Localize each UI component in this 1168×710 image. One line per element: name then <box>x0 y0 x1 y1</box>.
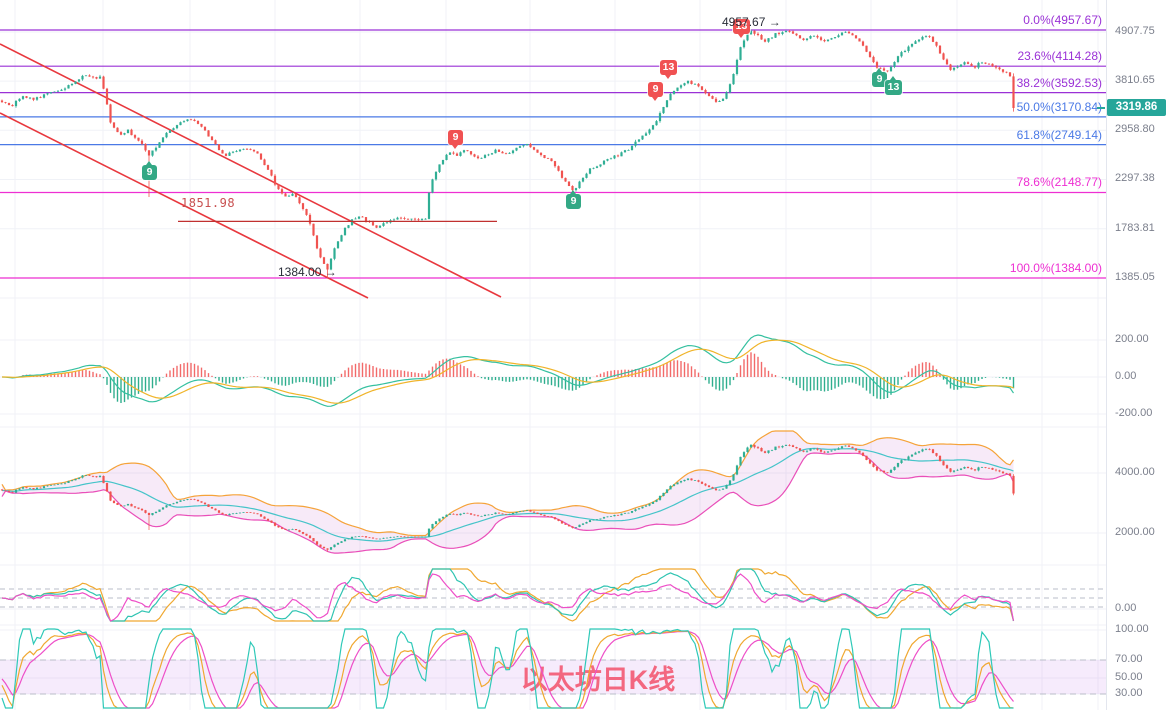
indicator-axis-tick: 70.00 <box>1115 653 1143 665</box>
current-price-badge: 3319.86 <box>1107 99 1166 116</box>
indicator-axis-tick: 100.00 <box>1115 623 1149 635</box>
price-axis-tick: 2297.38 <box>1115 172 1155 184</box>
symbol-watermark: 以太坊日K线 <box>521 665 676 695</box>
indicator-axis-tick: 0.00 <box>1115 602 1137 614</box>
price-axis-tick: 2958.80 <box>1115 123 1155 135</box>
indicator-axis-tick: 2000.00 <box>1115 526 1155 538</box>
price-axis-tick: 4907.75 <box>1115 25 1155 37</box>
price-axis[interactable]: 4907.75 3810.65 2958.80 2297.38 1783.81 1385.… <box>1106 0 1168 710</box>
price-axis-tick: 1385.05 <box>1115 271 1155 283</box>
price-axis-tick: 3810.65 <box>1115 74 1155 86</box>
indicator-axis-tick: 200.00 <box>1115 333 1149 345</box>
indicator-axis-tick: 4000.00 <box>1115 466 1155 478</box>
indicator-axis-tick: -200.00 <box>1115 407 1153 419</box>
indicator-axis-tick: 0.00 <box>1115 370 1137 382</box>
indicator-axis-tick: 30.00 <box>1115 687 1143 699</box>
indicator-axis-tick: 50.00 <box>1115 671 1143 683</box>
price-axis-tick: 1783.81 <box>1115 222 1155 234</box>
